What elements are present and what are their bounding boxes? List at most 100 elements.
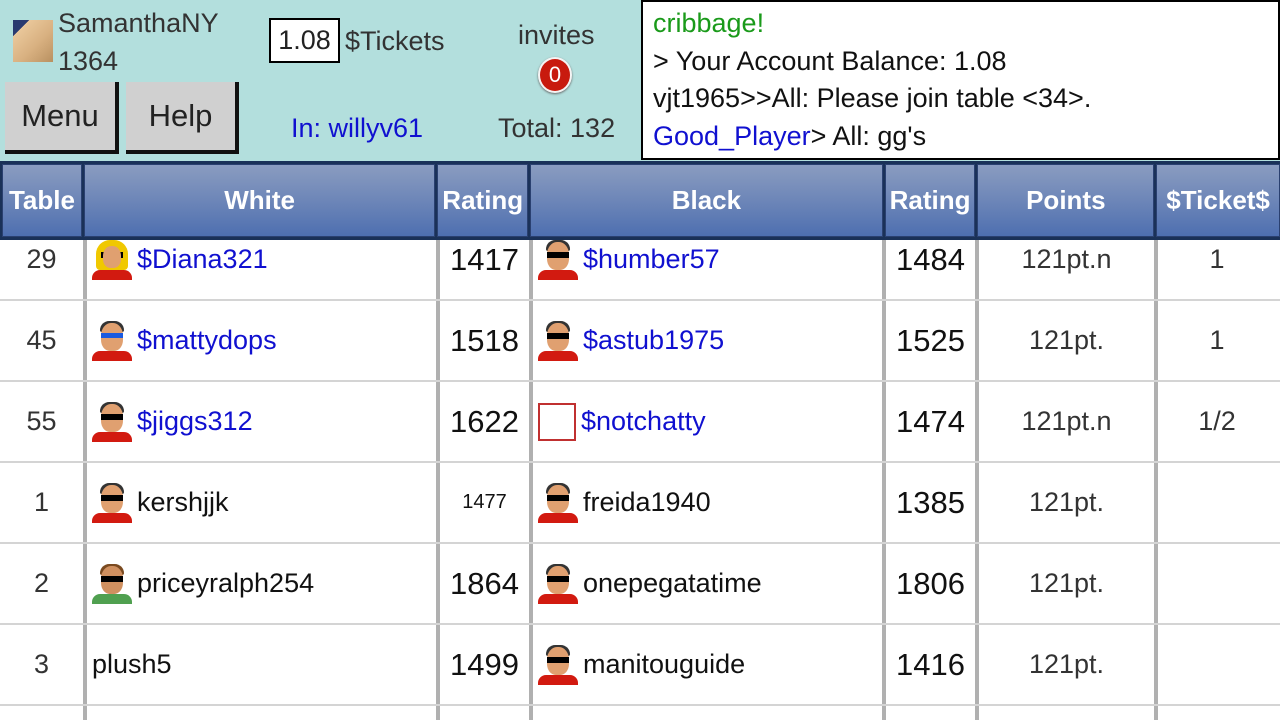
chat-user-link[interactable]: Good_Player — [653, 120, 811, 151]
table-row[interactable]: 29 $Diana321 1417 $humber57 1484 121pt.n 1 — [0, 240, 1280, 301]
white-player-name[interactable]: $Diana321 — [137, 244, 268, 274]
white-rating: 1518 — [436, 301, 529, 380]
white-rating: 1499 — [436, 625, 529, 704]
table-row[interactable]: 55 $jiggs312 1622 $notchatty 1474 121pt.n 1/2 — [0, 382, 1280, 463]
chat-line: > Your Account Balance: 1.08 — [653, 45, 1007, 76]
menu-button[interactable]: Menu — [5, 82, 119, 154]
white-player[interactable]: kershjjk — [83, 463, 436, 542]
white-rating — [436, 706, 529, 720]
white-player[interactable]: priceyralph254 — [83, 544, 436, 623]
avatar-blue-icon — [92, 320, 132, 361]
white-player-name[interactable]: $mattydops — [137, 325, 277, 355]
invites-count-badge[interactable]: 0 — [538, 57, 572, 93]
total-players: Total: 132 — [498, 113, 616, 143]
black-player[interactable]: freida1940 — [529, 463, 882, 542]
table-row[interactable] — [0, 706, 1280, 720]
black-rating — [882, 706, 975, 720]
points: 121pt. — [975, 625, 1154, 704]
black-rating: 1525 — [882, 301, 975, 380]
table-row[interactable]: 45 $mattydops 1518 $astub1975 1525 121pt. 1 — [0, 301, 1280, 382]
balance-label: $Tickets — [345, 26, 445, 56]
table-row[interactable]: 1 kershjjk 1477 freida1940 1385 121pt. — [0, 463, 1280, 544]
table-number: 1 — [33, 487, 50, 517]
tickets: 1 — [1154, 240, 1276, 299]
avatar-sunglasses-icon — [538, 563, 578, 604]
table-number: 45 — [26, 325, 57, 355]
avatar-beard-icon — [92, 563, 132, 604]
points: 121pt. — [975, 463, 1154, 542]
col-white-rating[interactable]: Rating — [437, 164, 529, 237]
white-player[interactable] — [83, 706, 436, 720]
white-rating: 1417 — [436, 240, 529, 299]
black-player[interactable]: $humber57 — [529, 240, 882, 299]
chat-log[interactable]: cribbage! > Your Account Balance: 1.08 v… — [641, 0, 1280, 160]
room-name[interactable]: In: willyv61 — [291, 113, 424, 143]
col-white[interactable]: White — [83, 164, 436, 237]
tables-list[interactable]: 29 $Diana321 1417 $humber57 1484 121pt.n 1 45 $m… — [0, 240, 1280, 720]
chat-line: cribbage! — [653, 8, 765, 38]
avatar-sunglasses-icon — [538, 644, 578, 685]
tickets — [1154, 463, 1276, 542]
white-rating: 1622 — [436, 382, 529, 461]
tickets: 1 — [1154, 301, 1276, 380]
points: 121pt. — [975, 544, 1154, 623]
table-number: 2 — [33, 568, 50, 598]
black-player[interactable]: onepegatatime — [529, 544, 882, 623]
white-player[interactable]: plush5 — [83, 625, 436, 704]
avatar-blond-icon — [92, 240, 132, 280]
black-rating: 1416 — [882, 625, 975, 704]
black-player[interactable]: $astub1975 — [529, 301, 882, 380]
black-player[interactable]: manitouguide — [529, 625, 882, 704]
table-row[interactable]: 3 plush5 1499 manitouguide 1416 121pt. — [0, 625, 1280, 706]
white-player-name[interactable]: priceyralph254 — [137, 568, 315, 598]
white-player-name[interactable]: $jiggs312 — [137, 406, 253, 436]
col-table[interactable]: Table — [2, 164, 82, 237]
white-player[interactable]: $Diana321 — [83, 240, 436, 299]
avatar-sunglasses-icon — [92, 482, 132, 523]
avatar-sunglasses-icon — [538, 320, 578, 361]
table-number: 55 — [26, 406, 57, 436]
table-number — [0, 706, 83, 720]
black-player-name[interactable]: $notchatty — [581, 406, 706, 436]
table-number: 3 — [33, 649, 50, 679]
tickets: 1/2 — [1154, 382, 1276, 461]
black-player-name[interactable]: manitouguide — [583, 649, 746, 679]
points: 121pt.n — [975, 240, 1154, 299]
black-player[interactable]: $notchatty — [529, 382, 882, 461]
black-player[interactable] — [529, 706, 882, 720]
user-avatar[interactable] — [13, 20, 53, 62]
tickets — [1154, 625, 1276, 704]
white-rating: 1864 — [436, 544, 529, 623]
tickets — [1154, 706, 1276, 720]
chat-message: > All: gg's — [810, 120, 927, 151]
username: SamanthaNY — [58, 8, 219, 38]
user-rating: 1364 — [58, 46, 119, 76]
help-button[interactable]: Help — [126, 82, 239, 154]
black-rating: 1474 — [882, 382, 975, 461]
white-player[interactable]: $mattydops — [83, 301, 436, 380]
col-black-rating[interactable]: Rating — [884, 164, 976, 237]
col-points[interactable]: Points — [977, 164, 1155, 237]
avatar-sunglasses-icon — [538, 482, 578, 523]
chat-line: vjt1965>>All: Please join table <34>. — [653, 83, 1092, 113]
white-player-name[interactable]: plush5 — [92, 649, 172, 679]
points: 121pt.n — [975, 382, 1154, 461]
balance-value: 1.08 — [269, 18, 340, 63]
white-player-name[interactable]: kershjjk — [137, 487, 229, 517]
black-player-name[interactable]: $humber57 — [583, 244, 720, 274]
invites-label[interactable]: invites — [518, 20, 595, 50]
table-row[interactable]: 2 priceyralph254 1864 onepegatatime 1806 121p… — [0, 544, 1280, 625]
avatar-sunglasses-icon — [538, 240, 578, 280]
col-tickets[interactable]: $Ticket$ — [1156, 164, 1280, 237]
black-rating: 1385 — [882, 463, 975, 542]
white-player[interactable]: $jiggs312 — [83, 382, 436, 461]
col-black[interactable]: Black — [530, 164, 883, 237]
black-player-name[interactable]: onepegatatime — [583, 568, 762, 598]
empty-avatar-icon — [538, 402, 576, 441]
black-player-name[interactable]: $astub1975 — [583, 325, 725, 355]
black-rating: 1484 — [882, 240, 975, 299]
table-header: Table White Rating Black Rating Points $… — [0, 161, 1280, 240]
black-player-name[interactable]: freida1940 — [583, 487, 711, 517]
points — [975, 706, 1154, 720]
tickets — [1154, 544, 1276, 623]
